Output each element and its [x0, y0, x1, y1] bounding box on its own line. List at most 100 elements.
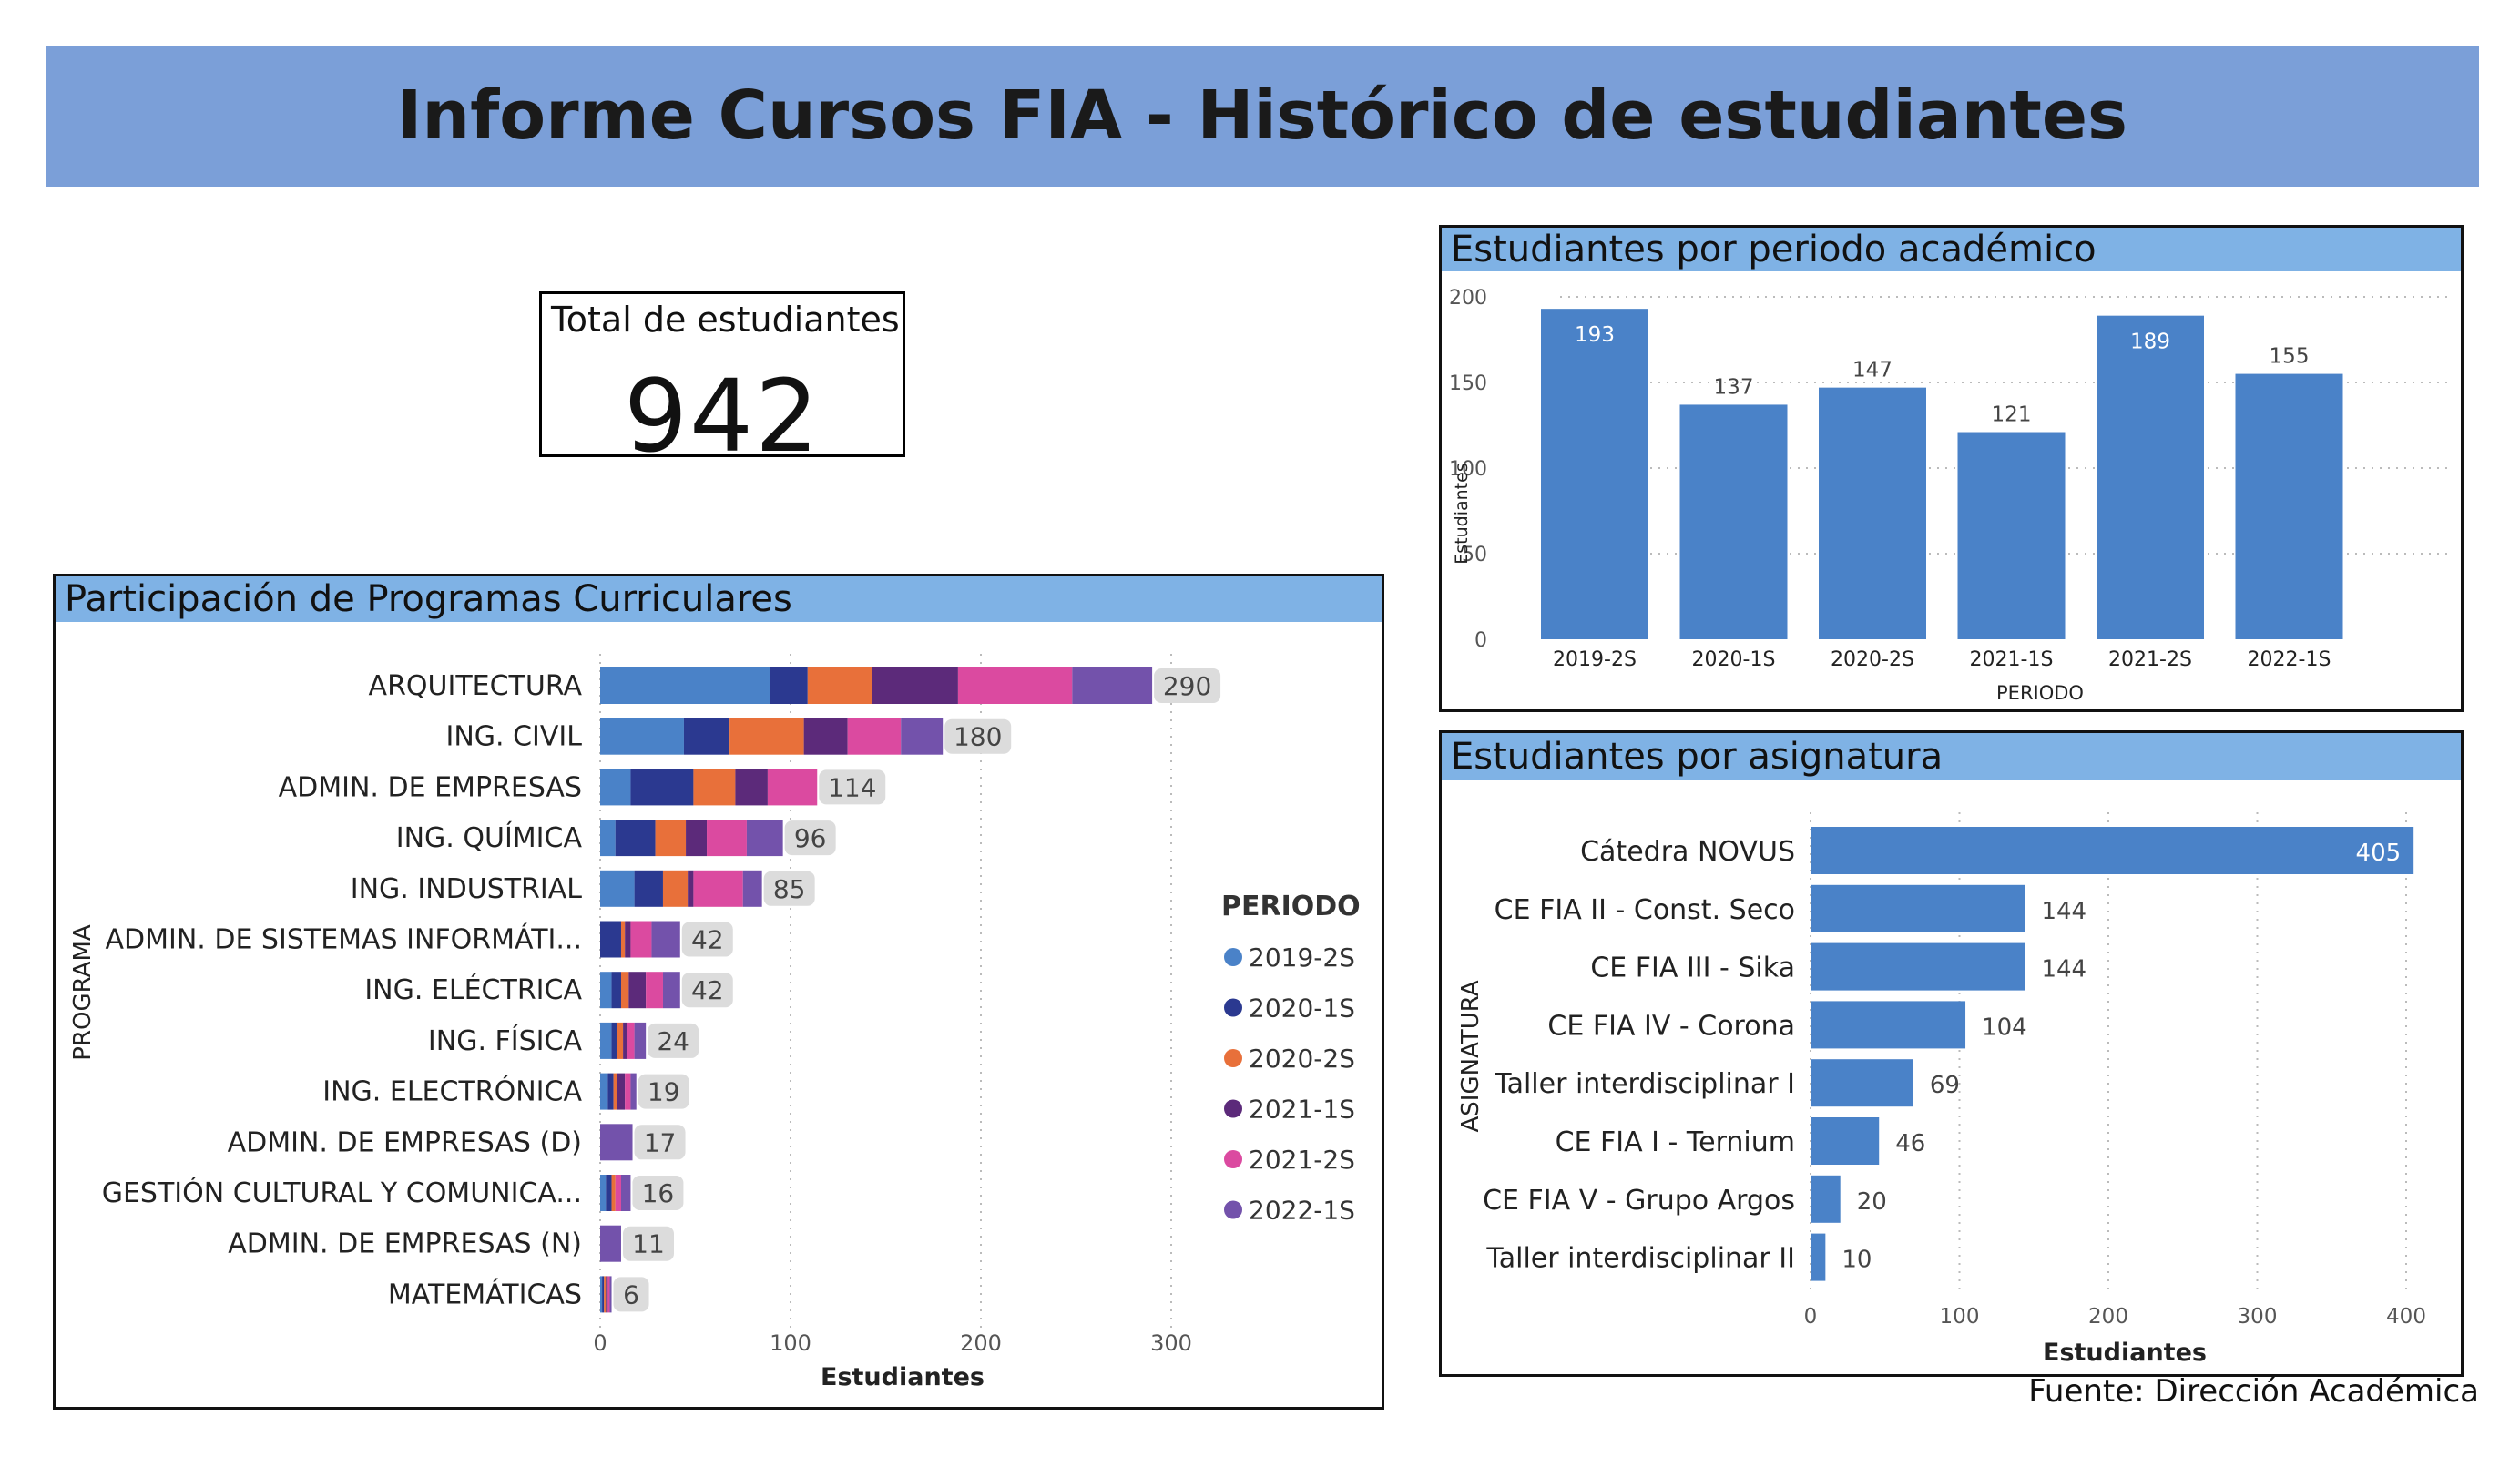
- bar-segment: [617, 1022, 624, 1059]
- bar-segment: [625, 1073, 631, 1110]
- bar-segment: [600, 1175, 607, 1211]
- category-label: ING. ELÉCTRICA: [364, 973, 582, 1006]
- bar-segment: [600, 870, 635, 907]
- x-axis-label: Estudiantes: [2043, 1339, 2207, 1367]
- bar-segment: [615, 820, 656, 857]
- bar-segment: [623, 1022, 627, 1059]
- total-label: 42: [691, 925, 724, 955]
- y-tick-label: 100: [1449, 458, 1487, 481]
- legend-marker: [1224, 1049, 1242, 1067]
- bar-segment: [617, 1073, 626, 1110]
- y-axis-label: Estudiantes: [1452, 463, 1472, 564]
- data-label: 69: [1930, 1072, 1960, 1099]
- bar-segment: [693, 870, 743, 907]
- total-label: 19: [648, 1077, 680, 1107]
- program-chart[interactable]: 0 100 200 300 ARQUITECTURA 290 ING. CIVIL 180 AD…: [56, 622, 1382, 1407]
- bar-segment: [683, 718, 730, 755]
- category-label: Cátedra NOVUS: [1580, 836, 1795, 868]
- data-label: 137: [1714, 375, 1754, 399]
- x-tick-label: 2022-1S: [2248, 648, 2331, 671]
- data-label: 155: [2270, 345, 2310, 369]
- bar: [1819, 387, 1926, 639]
- bar-segment: [606, 1175, 612, 1211]
- x-tick-label: 0: [593, 1330, 607, 1356]
- period-panel[interactable]: Estudiantes por periodo académico 0 50 100…: [1439, 225, 2464, 712]
- period-chart[interactable]: 0 50 100 150 200 193 2019-2S 137 2020-1S 147 2020-…: [1442, 271, 2461, 709]
- bar-segment: [770, 667, 808, 704]
- bar-segment: [662, 972, 680, 1009]
- bar-segment: [625, 921, 631, 958]
- legend-label: 2021-2S: [1249, 1145, 1355, 1175]
- total-label: 42: [691, 975, 724, 1005]
- x-tick-label: 300: [2238, 1305, 2278, 1329]
- category-label: ADMIN. DE EMPRESAS (N): [228, 1228, 582, 1260]
- total-label: 96: [794, 823, 827, 853]
- bar-segment: [688, 870, 694, 907]
- bar-segment: [600, 769, 631, 806]
- subject-chart[interactable]: 0 100 200 300 400 Cátedra NOVUS 405 CE FIA II -…: [1442, 780, 2461, 1374]
- category-label: CE FIA IV - Corona: [1547, 1010, 1795, 1042]
- y-axis-label: PROGRAMA: [69, 924, 97, 1061]
- bar-segment: [735, 769, 768, 806]
- total-students-card[interactable]: Total de estudiantes 942: [539, 291, 905, 474]
- kpi-value: 942: [624, 358, 821, 474]
- category-label: MATEMÁTICAS: [388, 1278, 582, 1310]
- bar-segment: [957, 667, 1073, 704]
- legend-marker: [1224, 1150, 1242, 1168]
- data-label: 10: [1842, 1247, 1872, 1274]
- category-label: ING. CIVIL: [446, 721, 583, 753]
- category-label: Taller interdisciplinar II: [1485, 1243, 1795, 1275]
- total-label-bg: [638, 1074, 689, 1109]
- bar-segment: [662, 870, 689, 907]
- kpi-label: Total de estudiantes: [551, 300, 900, 340]
- y-tick-label: 150: [1449, 372, 1487, 395]
- bar-segment: [607, 1073, 614, 1110]
- legend-label: 2019-2S: [1249, 942, 1355, 973]
- bar-segment: [613, 1073, 617, 1110]
- x-tick-label: 2021-2S: [2108, 648, 2192, 671]
- bar-segment: [630, 1073, 637, 1110]
- y-axis-label: ASIGNATURA: [1457, 980, 1484, 1132]
- legend-label: 2020-1S: [1249, 993, 1355, 1024]
- legend-label: 2021-1S: [1249, 1095, 1355, 1125]
- x-axis-label: PERIODO: [1996, 682, 2084, 704]
- data-label: 20: [1857, 1188, 1887, 1216]
- legend-label: 2020-2S: [1249, 1044, 1355, 1074]
- bar: [2235, 373, 2343, 639]
- bar-segment: [600, 921, 621, 958]
- category-label: ADMIN. DE EMPRESAS: [279, 771, 582, 803]
- total-label: 114: [828, 772, 876, 802]
- bar-segment: [707, 820, 747, 857]
- bar-segment: [686, 820, 708, 857]
- data-label: 189: [2130, 331, 2170, 354]
- bar-segment: [620, 972, 629, 1009]
- data-label: 147: [1852, 359, 1893, 382]
- bar: [1811, 827, 2414, 874]
- x-axis-label: Estudiantes: [821, 1363, 985, 1391]
- report-header: Informe Cursos FIA - Histórico de estudi…: [46, 46, 2479, 187]
- bar-segment: [630, 921, 652, 958]
- bar-segment: [609, 1276, 612, 1313]
- bar-segment: [628, 972, 647, 1009]
- x-tick-label: 200: [2088, 1305, 2128, 1329]
- x-tick-label: 100: [1940, 1305, 1980, 1329]
- total-label: 11: [632, 1229, 665, 1259]
- bar-segment: [847, 718, 902, 755]
- subject-panel[interactable]: Estudiantes por asignatura 0 100 200 300 400…: [1439, 730, 2464, 1377]
- category-label: Taller interdisciplinar I: [1494, 1068, 1795, 1100]
- x-tick-label: 0: [1804, 1305, 1818, 1329]
- bar-segment: [620, 921, 626, 958]
- x-tick-label: 400: [2386, 1305, 2426, 1329]
- total-label-bg: [681, 973, 733, 1008]
- bar: [1679, 404, 1788, 639]
- bar-segment: [611, 1175, 616, 1211]
- y-tick-label: 0: [1474, 629, 1487, 652]
- bar: [1811, 884, 2025, 932]
- bar-segment: [600, 972, 612, 1009]
- category-label: GESTIÓN CULTURAL Y COMUNICA...: [102, 1176, 582, 1209]
- category-label: ADMIN. DE SISTEMAS INFORMÁTI...: [105, 923, 582, 956]
- program-participation-panel[interactable]: Participación de Programas Curriculares …: [53, 574, 1384, 1410]
- bar-segment: [604, 1276, 607, 1313]
- total-label-bg: [784, 820, 836, 856]
- bar-segment: [602, 1276, 605, 1313]
